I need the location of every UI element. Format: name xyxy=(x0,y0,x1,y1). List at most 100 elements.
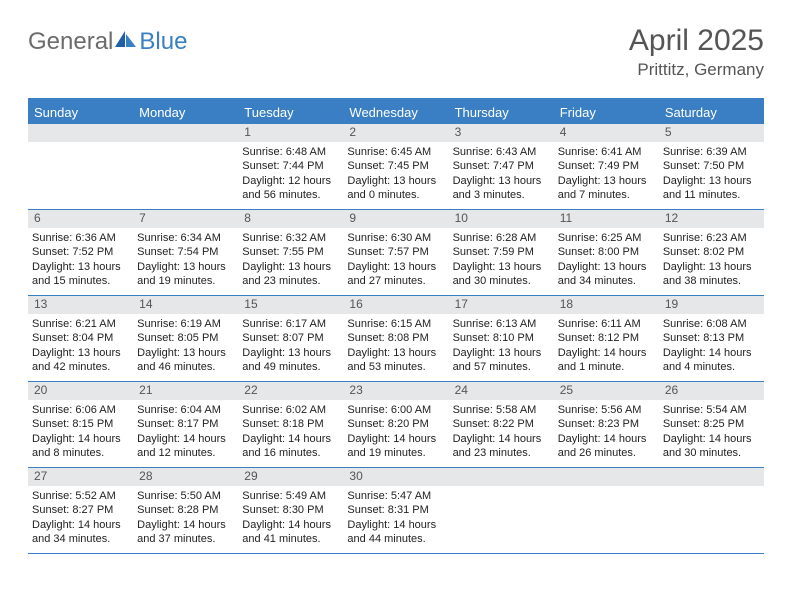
daylight-line-2: and 57 minutes. xyxy=(453,360,550,374)
sunset-line: Sunset: 8:05 PM xyxy=(137,331,234,345)
day-number: 10 xyxy=(449,210,554,228)
sunrise-line: Sunrise: 6:28 AM xyxy=(453,231,550,245)
day-number: 21 xyxy=(133,382,238,400)
day-content: Sunrise: 5:49 AMSunset: 8:30 PMDaylight:… xyxy=(238,486,343,551)
sunrise-line: Sunrise: 5:56 AM xyxy=(558,403,655,417)
day-number: 1 xyxy=(238,124,343,142)
sunset-line: Sunset: 8:27 PM xyxy=(32,503,129,517)
day-number: 9 xyxy=(343,210,448,228)
sunrise-line: Sunrise: 6:23 AM xyxy=(663,231,760,245)
sunrise-line: Sunrise: 6:43 AM xyxy=(453,145,550,159)
day-number: 14 xyxy=(133,296,238,314)
sunset-line: Sunset: 8:08 PM xyxy=(347,331,444,345)
day-number xyxy=(133,124,238,142)
day-content xyxy=(133,142,238,202)
daylight-line-1: Daylight: 14 hours xyxy=(663,346,760,360)
daylight-line-1: Daylight: 13 hours xyxy=(137,260,234,274)
day-cell: 24Sunrise: 5:58 AMSunset: 8:22 PMDayligh… xyxy=(449,382,554,467)
day-content: Sunrise: 6:15 AMSunset: 8:08 PMDaylight:… xyxy=(343,314,448,379)
sunrise-line: Sunrise: 6:02 AM xyxy=(242,403,339,417)
daylight-line-1: Daylight: 14 hours xyxy=(347,518,444,532)
daylight-line-1: Daylight: 13 hours xyxy=(663,260,760,274)
daylight-line-2: and 56 minutes. xyxy=(242,188,339,202)
day-content: Sunrise: 6:19 AMSunset: 8:05 PMDaylight:… xyxy=(133,314,238,379)
daylight-line-1: Daylight: 13 hours xyxy=(242,260,339,274)
sunrise-line: Sunrise: 6:19 AM xyxy=(137,317,234,331)
sunrise-line: Sunrise: 6:13 AM xyxy=(453,317,550,331)
daylight-line-1: Daylight: 14 hours xyxy=(32,432,129,446)
sunset-line: Sunset: 7:59 PM xyxy=(453,245,550,259)
calendar-page: General Blue April 2025 Prittitz, German… xyxy=(0,0,792,554)
brand-part2: Blue xyxy=(139,28,187,56)
sunset-line: Sunset: 7:52 PM xyxy=(32,245,129,259)
day-content: Sunrise: 6:48 AMSunset: 7:44 PMDaylight:… xyxy=(238,142,343,207)
day-content: Sunrise: 6:04 AMSunset: 8:17 PMDaylight:… xyxy=(133,400,238,465)
day-content: Sunrise: 5:47 AMSunset: 8:31 PMDaylight:… xyxy=(343,486,448,551)
day-cell: 14Sunrise: 6:19 AMSunset: 8:05 PMDayligh… xyxy=(133,296,238,381)
day-number: 8 xyxy=(238,210,343,228)
dow-cell: Saturday xyxy=(659,105,764,120)
day-number xyxy=(659,468,764,486)
sunrise-line: Sunrise: 6:32 AM xyxy=(242,231,339,245)
day-cell: 25Sunrise: 5:56 AMSunset: 8:23 PMDayligh… xyxy=(554,382,659,467)
daylight-line-1: Daylight: 14 hours xyxy=(558,432,655,446)
day-number: 26 xyxy=(659,382,764,400)
daylight-line-2: and 34 minutes. xyxy=(558,274,655,288)
day-cell xyxy=(133,124,238,209)
day-cell: 16Sunrise: 6:15 AMSunset: 8:08 PMDayligh… xyxy=(343,296,448,381)
sunset-line: Sunset: 8:17 PM xyxy=(137,417,234,431)
day-number: 30 xyxy=(343,468,448,486)
dow-cell: Sunday xyxy=(28,105,133,120)
sunset-line: Sunset: 8:15 PM xyxy=(32,417,129,431)
day-number: 27 xyxy=(28,468,133,486)
day-cell: 5Sunrise: 6:39 AMSunset: 7:50 PMDaylight… xyxy=(659,124,764,209)
daylight-line-1: Daylight: 14 hours xyxy=(137,518,234,532)
sunset-line: Sunset: 8:28 PM xyxy=(137,503,234,517)
daylight-line-1: Daylight: 13 hours xyxy=(663,174,760,188)
day-cell: 13Sunrise: 6:21 AMSunset: 8:04 PMDayligh… xyxy=(28,296,133,381)
dow-cell: Thursday xyxy=(449,105,554,120)
daylight-line-2: and 4 minutes. xyxy=(663,360,760,374)
month-title: April 2025 xyxy=(629,24,764,58)
day-cell xyxy=(554,468,659,553)
sunrise-line: Sunrise: 6:17 AM xyxy=(242,317,339,331)
daylight-line-1: Daylight: 13 hours xyxy=(558,260,655,274)
dow-header-row: SundayMondayTuesdayWednesdayThursdayFrid… xyxy=(28,100,764,124)
daylight-line-2: and 49 minutes. xyxy=(242,360,339,374)
sunset-line: Sunset: 8:10 PM xyxy=(453,331,550,345)
day-content: Sunrise: 6:39 AMSunset: 7:50 PMDaylight:… xyxy=(659,142,764,207)
sunset-line: Sunset: 7:49 PM xyxy=(558,159,655,173)
day-number xyxy=(554,468,659,486)
day-number: 25 xyxy=(554,382,659,400)
day-content: Sunrise: 5:54 AMSunset: 8:25 PMDaylight:… xyxy=(659,400,764,465)
sunrise-line: Sunrise: 5:54 AM xyxy=(663,403,760,417)
daylight-line-2: and 27 minutes. xyxy=(347,274,444,288)
day-cell: 19Sunrise: 6:08 AMSunset: 8:13 PMDayligh… xyxy=(659,296,764,381)
sunset-line: Sunset: 8:30 PM xyxy=(242,503,339,517)
day-cell: 6Sunrise: 6:36 AMSunset: 7:52 PMDaylight… xyxy=(28,210,133,295)
daylight-line-2: and 12 minutes. xyxy=(137,446,234,460)
daylight-line-2: and 26 minutes. xyxy=(558,446,655,460)
day-content: Sunrise: 6:34 AMSunset: 7:54 PMDaylight:… xyxy=(133,228,238,293)
day-content: Sunrise: 6:00 AMSunset: 8:20 PMDaylight:… xyxy=(343,400,448,465)
sunrise-line: Sunrise: 5:58 AM xyxy=(453,403,550,417)
sunset-line: Sunset: 7:57 PM xyxy=(347,245,444,259)
sunrise-line: Sunrise: 6:06 AM xyxy=(32,403,129,417)
daylight-line-2: and 37 minutes. xyxy=(137,532,234,546)
day-cell: 21Sunrise: 6:04 AMSunset: 8:17 PMDayligh… xyxy=(133,382,238,467)
sunset-line: Sunset: 8:12 PM xyxy=(558,331,655,345)
daylight-line-2: and 53 minutes. xyxy=(347,360,444,374)
day-cell: 2Sunrise: 6:45 AMSunset: 7:45 PMDaylight… xyxy=(343,124,448,209)
day-cell: 28Sunrise: 5:50 AMSunset: 8:28 PMDayligh… xyxy=(133,468,238,553)
week-row: 27Sunrise: 5:52 AMSunset: 8:27 PMDayligh… xyxy=(28,468,764,554)
day-cell: 11Sunrise: 6:25 AMSunset: 8:00 PMDayligh… xyxy=(554,210,659,295)
day-content: Sunrise: 6:43 AMSunset: 7:47 PMDaylight:… xyxy=(449,142,554,207)
daylight-line-2: and 34 minutes. xyxy=(32,532,129,546)
day-cell: 22Sunrise: 6:02 AMSunset: 8:18 PMDayligh… xyxy=(238,382,343,467)
day-number: 29 xyxy=(238,468,343,486)
day-content xyxy=(659,486,764,546)
daylight-line-1: Daylight: 13 hours xyxy=(453,174,550,188)
daylight-line-2: and 42 minutes. xyxy=(32,360,129,374)
day-cell: 15Sunrise: 6:17 AMSunset: 8:07 PMDayligh… xyxy=(238,296,343,381)
daylight-line-1: Daylight: 13 hours xyxy=(347,260,444,274)
